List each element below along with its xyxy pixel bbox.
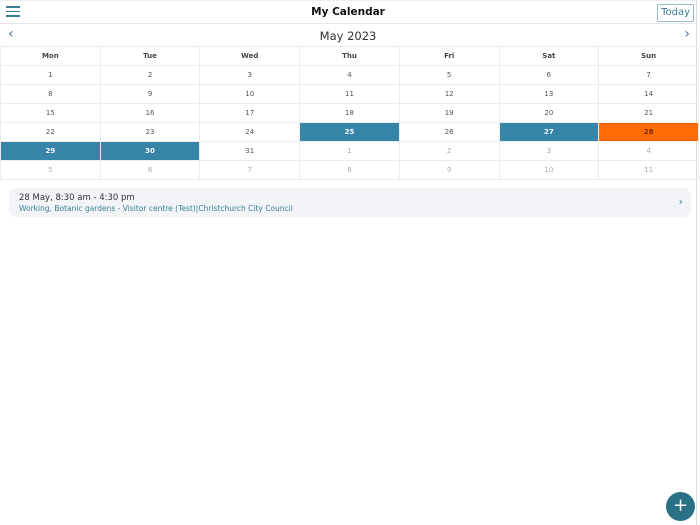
weekday-wed: Wed xyxy=(199,46,301,66)
calendar-day[interactable]: 3 xyxy=(498,141,600,161)
weekday-tue: Tue xyxy=(99,46,201,66)
top-bar: My Calendar Today xyxy=(0,0,696,24)
calendar-day[interactable]: 11 xyxy=(299,84,400,104)
chevron-left-icon[interactable]: ‹ xyxy=(8,26,14,42)
calendar-day[interactable]: 25 xyxy=(299,122,400,142)
calendar-day[interactable]: 15 xyxy=(0,103,101,123)
hamburger-menu-icon[interactable] xyxy=(6,6,20,18)
calendar-day[interactable]: 18 xyxy=(299,103,400,123)
calendar-day[interactable]: 1 xyxy=(299,141,400,161)
calendar-day[interactable]: 14 xyxy=(598,84,699,104)
calendar-day[interactable]: 29 xyxy=(0,141,101,161)
month-label: May 2023 xyxy=(319,29,377,43)
calendar-day[interactable]: 31 xyxy=(199,141,301,161)
calendar-day[interactable]: 9 xyxy=(398,160,500,180)
calendar-day[interactable]: 13 xyxy=(498,84,600,104)
calendar-day[interactable]: 7 xyxy=(199,160,301,180)
weekday-thu: Thu xyxy=(299,46,400,66)
calendar-day[interactable]: 9 xyxy=(99,84,201,104)
calendar-week: 22 23 24 25 26 27 28 xyxy=(0,122,699,142)
calendar-week: 29 30 31 1 2 3 4 xyxy=(0,141,699,161)
calendar-grid: Mon Tue Wed Thu Fri Sat Sun 1 2 3 4 5 6 7 8 9 10 11 12 13 1… xyxy=(0,46,699,180)
calendar-day[interactable]: 3 xyxy=(199,65,301,85)
calendar-day[interactable]: 11 xyxy=(598,160,699,180)
calendar-day[interactable]: 6 xyxy=(99,160,201,180)
calendar-day[interactable]: 8 xyxy=(299,160,400,180)
calendar-day[interactable]: 24 xyxy=(199,122,301,142)
month-navigation: ‹ May 2023 › xyxy=(0,24,696,46)
weekday-sat: Sat xyxy=(498,46,600,66)
calendar-week: 5 6 7 8 9 10 11 xyxy=(0,160,699,180)
calendar-day[interactable]: 1 xyxy=(0,65,101,85)
chevron-right-icon[interactable]: › xyxy=(684,26,690,42)
calendar-week: 15 16 17 18 19 20 21 xyxy=(0,103,699,123)
calendar-day[interactable]: 2 xyxy=(99,65,201,85)
weekday-header: Mon Tue Wed Thu Fri Sat Sun xyxy=(0,46,699,66)
weekday-sun: Sun xyxy=(598,46,699,66)
calendar-day[interactable]: 8 xyxy=(0,84,101,104)
calendar-day[interactable]: 4 xyxy=(299,65,400,85)
calendar-day[interactable]: 27 xyxy=(498,122,600,142)
calendar-day[interactable]: 26 xyxy=(398,122,500,142)
calendar-day[interactable]: 30 xyxy=(99,141,201,161)
event-time: 28 May, 8:30 am - 4:30 pm xyxy=(19,193,135,203)
calendar-day[interactable]: 4 xyxy=(598,141,699,161)
calendar-day[interactable]: 12 xyxy=(398,84,500,104)
calendar-day[interactable]: 7 xyxy=(598,65,699,85)
chevron-right-icon: › xyxy=(678,195,683,208)
calendar-day[interactable]: 2 xyxy=(398,141,500,161)
calendar-week: 8 9 10 11 12 13 14 xyxy=(0,84,699,104)
calendar-day[interactable]: 22 xyxy=(0,122,101,142)
calendar-day[interactable]: 5 xyxy=(0,160,101,180)
calendar-day[interactable]: 21 xyxy=(598,103,699,123)
add-event-button[interactable]: + xyxy=(666,492,695,521)
calendar-day[interactable]: 20 xyxy=(498,103,600,123)
weekday-fri: Fri xyxy=(398,46,500,66)
calendar-day[interactable]: 19 xyxy=(398,103,500,123)
event-card[interactable]: 28 May, 8:30 am - 4:30 pm Working, Botan… xyxy=(9,188,691,217)
calendar-day[interactable]: 5 xyxy=(398,65,500,85)
calendar-day[interactable]: 10 xyxy=(498,160,600,180)
calendar-day[interactable]: 6 xyxy=(498,65,600,85)
page-title: My Calendar xyxy=(311,6,385,18)
today-button[interactable]: Today xyxy=(657,4,694,22)
calendar-day[interactable]: 16 xyxy=(99,103,201,123)
calendar-day[interactable]: 17 xyxy=(199,103,301,123)
calendar-day[interactable]: 10 xyxy=(199,84,301,104)
weekday-mon: Mon xyxy=(0,46,101,66)
calendar-day[interactable]: 23 xyxy=(99,122,201,142)
calendar-day[interactable]: 28 xyxy=(598,122,699,142)
event-description: Working, Botanic gardens - Visitor centr… xyxy=(19,204,293,213)
